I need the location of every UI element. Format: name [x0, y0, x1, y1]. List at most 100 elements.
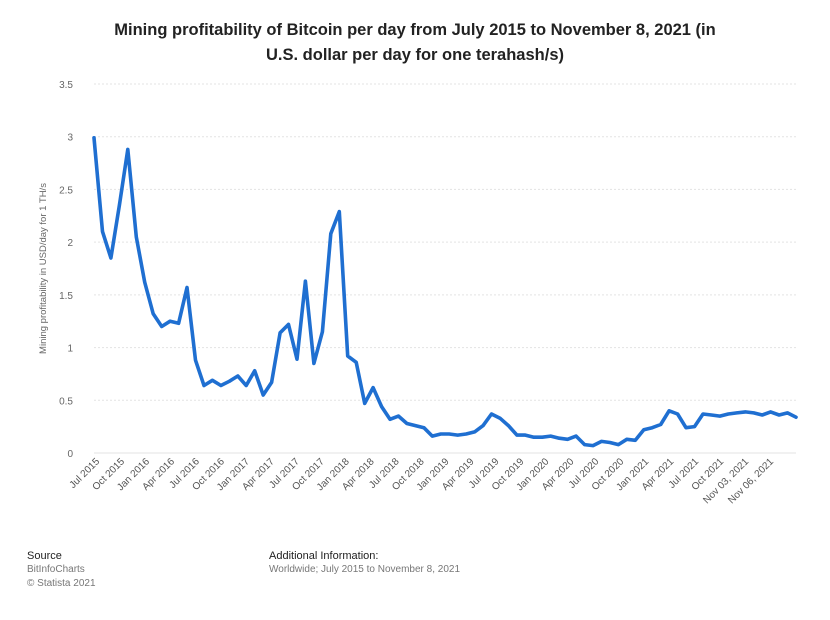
data-point: [752, 411, 756, 415]
copyright: © Statista 2021: [27, 578, 96, 589]
data-point: [523, 433, 527, 437]
data-point: [616, 443, 620, 447]
data-point: [422, 426, 426, 430]
data-point: [210, 378, 214, 382]
data-point: [650, 426, 654, 430]
data-point: [109, 256, 113, 260]
y-tick-label: 1: [67, 344, 73, 355]
data-point: [253, 369, 257, 373]
data-point: [117, 203, 121, 207]
data-point: [583, 443, 587, 447]
data-point: [371, 386, 375, 390]
data-point: [261, 393, 265, 397]
data-point: [337, 210, 341, 214]
data-point: [633, 438, 637, 442]
data-point: [354, 360, 358, 364]
series-line: [92, 136, 798, 448]
data-point: [430, 434, 434, 438]
data-point: [769, 410, 773, 414]
data-point: [134, 235, 138, 239]
data-point: [794, 415, 798, 419]
data-point: [278, 331, 282, 335]
data-point: [363, 401, 367, 405]
data-point: [329, 232, 333, 236]
data-point: [642, 428, 646, 432]
data-point: [574, 434, 578, 438]
data-point: [101, 230, 104, 234]
data-point: [718, 414, 722, 418]
chart-title-line-2: U.S. dollar per day for one terahash/s): [266, 46, 564, 64]
y-tick-label: 2: [67, 238, 73, 249]
line-chart: 0 0.5 1 1.5 2 2.5 3 3.5 Mining profitability in …: [38, 80, 798, 506]
data-point: [219, 384, 223, 387]
data-point: [168, 319, 172, 323]
data-point: [532, 435, 536, 439]
y-tick-label: 2.5: [59, 185, 73, 196]
data-point: [126, 147, 130, 151]
data-point: [786, 411, 789, 415]
data-point: [667, 409, 671, 413]
data-point: [380, 405, 384, 409]
data-point: [464, 432, 468, 436]
data-point: [498, 416, 502, 420]
data-point: [143, 280, 147, 284]
y-tick-label: 1.5: [59, 291, 73, 302]
data-point: [735, 411, 739, 415]
data-point: [202, 384, 206, 387]
data-point: [405, 422, 409, 425]
data-point: [743, 410, 747, 414]
data-point: [346, 354, 350, 358]
y-axis-title: Mining profitability in USD/day for 1 TH…: [38, 183, 49, 354]
data-point: [447, 432, 451, 436]
data-point: [600, 439, 603, 443]
data-point: [270, 380, 274, 384]
y-tick-label: 0: [67, 449, 73, 460]
data-point: [303, 279, 307, 283]
source-label: Source: [27, 550, 62, 562]
data-point: [227, 379, 231, 383]
data-point: [312, 361, 316, 365]
data-point: [481, 424, 485, 428]
data-point: [676, 412, 680, 416]
additional-info-text: Worldwide; July 2015 to November 8, 2021: [269, 564, 461, 575]
additional-info-block: Additional Information: Worldwide; July …: [269, 549, 460, 577]
data-point: [92, 136, 96, 140]
data-point: [701, 412, 705, 416]
y-tick-label: 3.5: [59, 80, 73, 91]
data-point: [439, 432, 443, 436]
data-point: [506, 424, 510, 428]
data-point: [185, 286, 189, 289]
data-point: [591, 444, 595, 448]
data-point: [684, 426, 688, 430]
source-block: Source BitInfoCharts © Statista 2021: [27, 549, 96, 591]
data-point: [540, 435, 544, 439]
additional-info-label: Additional Information:: [269, 550, 379, 562]
data-point: [693, 425, 696, 429]
data-point: [566, 437, 570, 441]
data-point: [777, 413, 781, 417]
data-point: [236, 374, 240, 378]
source-name: BitInfoCharts: [27, 564, 85, 575]
data-point: [760, 413, 764, 417]
data-point: [490, 412, 493, 416]
y-tick-label: 0.5: [59, 396, 73, 407]
data-point: [397, 414, 400, 418]
data-point: [726, 412, 730, 416]
data-point: [659, 423, 663, 426]
data-point: [413, 424, 417, 428]
data-point: [287, 322, 290, 326]
data-point: [295, 357, 299, 361]
chart-title-line-1: Mining profitability of Bitcoin per day …: [114, 21, 716, 39]
y-tick-label: 3: [67, 133, 73, 144]
data-point: [194, 358, 197, 362]
data-point: [557, 436, 561, 440]
data-point: [473, 430, 477, 434]
data-point: [244, 384, 248, 387]
data-point: [320, 330, 324, 334]
data-point: [709, 413, 713, 417]
data-point: [388, 417, 392, 421]
data-point: [549, 434, 553, 438]
data-point: [160, 325, 164, 328]
data-point: [151, 312, 155, 316]
